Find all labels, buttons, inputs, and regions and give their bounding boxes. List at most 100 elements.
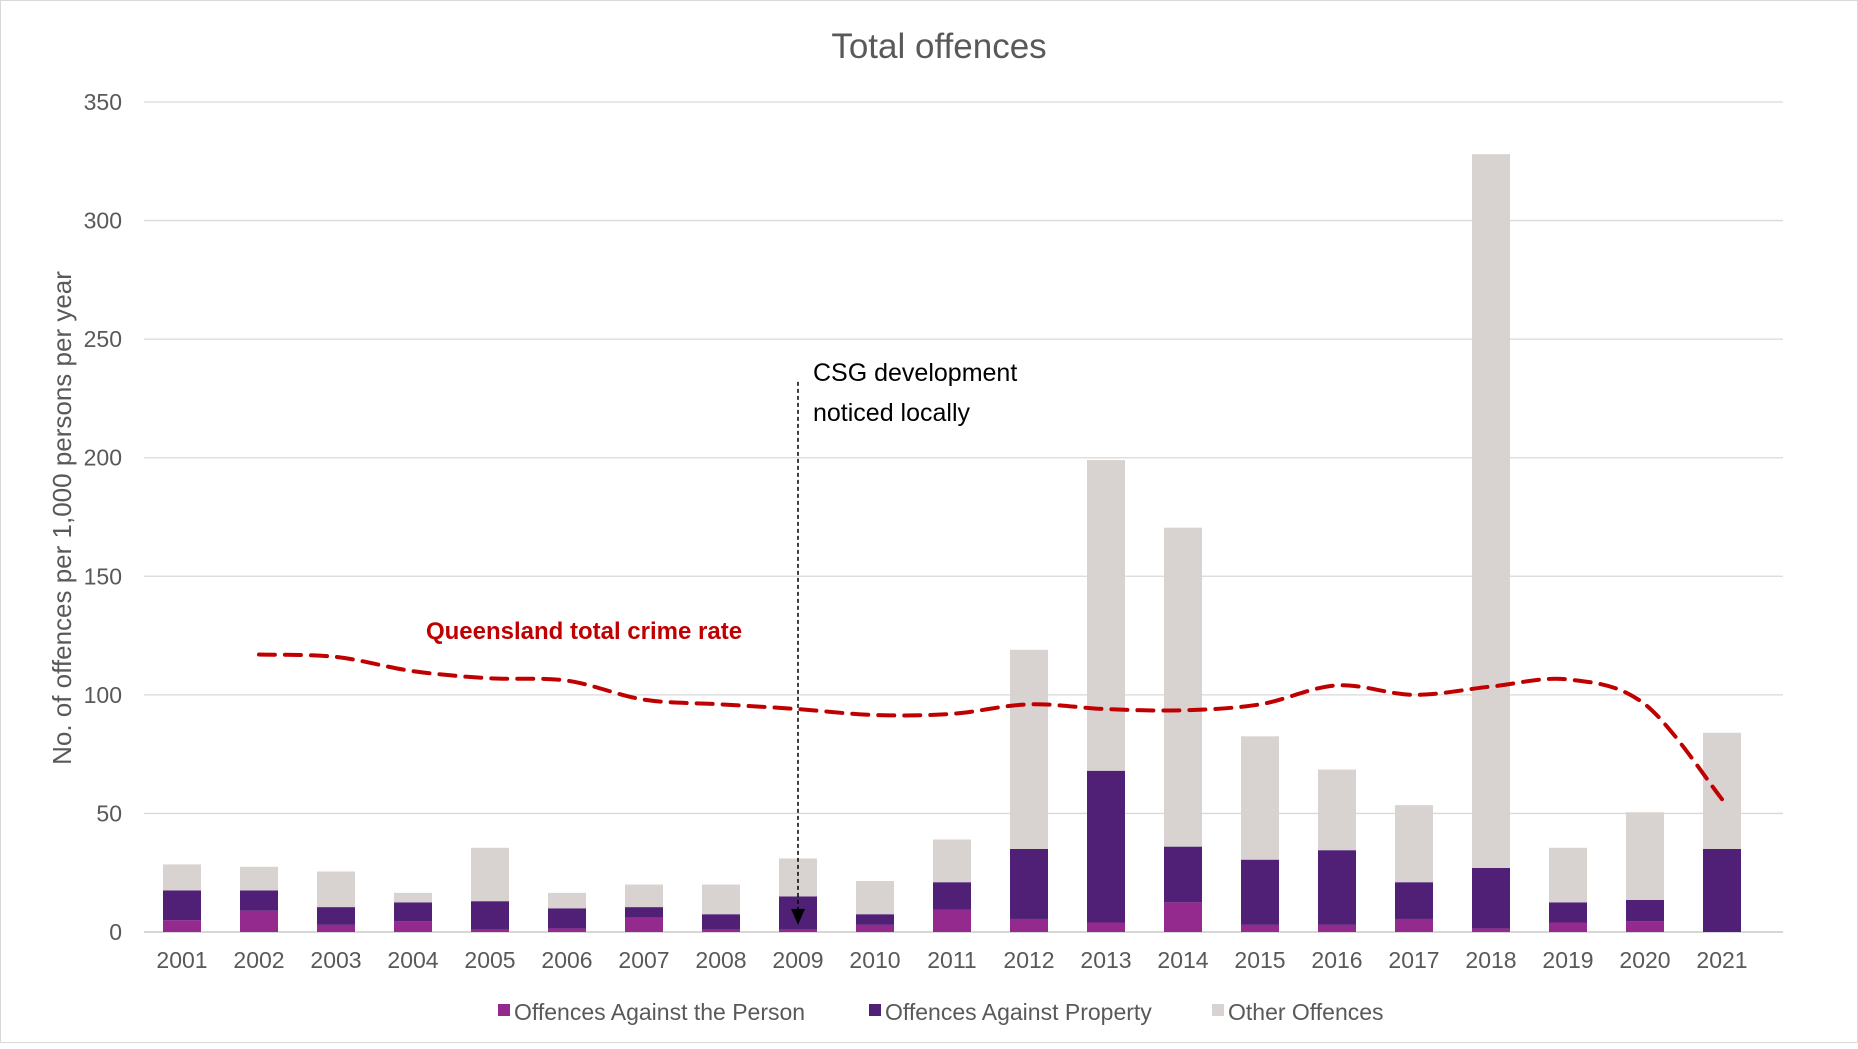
x-tick-label: 2016 — [1311, 947, 1362, 973]
y-tick-label: 0 — [109, 919, 122, 945]
bar-segment-person — [1395, 918, 1433, 932]
x-tick-label: 2018 — [1465, 947, 1516, 973]
annotation-arrowhead — [791, 908, 805, 925]
bar-segment-property — [1472, 867, 1510, 929]
bar-segment-person — [1087, 922, 1125, 932]
x-tick-label: 2012 — [1003, 947, 1054, 973]
y-axis-ticks: 0 50 100 150 200 250 300 350 — [84, 89, 122, 945]
x-tick-label: 2019 — [1542, 947, 1593, 973]
bar-segment-other — [702, 884, 740, 915]
bar-segment-person — [1241, 924, 1279, 932]
bar-segment-person — [1318, 924, 1356, 932]
bar-segment-property — [1318, 850, 1356, 925]
bar-segment-property — [1703, 849, 1741, 932]
bar-segment-person — [625, 917, 663, 932]
x-tick-label: 2013 — [1080, 947, 1131, 973]
legend-label: Other Offences — [1228, 999, 1384, 1025]
x-tick-label: 2005 — [464, 947, 515, 973]
reference-line-label: Queensland total crime rate — [426, 618, 742, 645]
y-tick-label: 200 — [84, 445, 122, 471]
x-tick-label: 2006 — [541, 947, 592, 973]
legend-swatch — [1212, 1004, 1224, 1016]
bar-segment-property — [317, 907, 355, 925]
bar-segment-person — [856, 924, 894, 932]
bar-segment-person — [1010, 918, 1048, 932]
annotation-group: CSG development noticed locally — [791, 359, 1017, 925]
gridlines — [144, 101, 1783, 933]
bar-segment-other — [933, 839, 971, 883]
x-tick-label: 2009 — [772, 947, 823, 973]
bar-segment-person — [1472, 928, 1510, 932]
bar-segment-person — [394, 921, 432, 932]
bar-segment-person — [1626, 921, 1664, 932]
annotation-text: noticed locally — [813, 399, 971, 427]
x-tick-label: 2010 — [849, 947, 900, 973]
x-tick-label: 2007 — [618, 947, 669, 973]
bar-segment-other — [1241, 736, 1279, 860]
x-tick-label: 2004 — [387, 947, 438, 973]
bar-segment-other — [1703, 732, 1741, 849]
bar-segment-person — [240, 910, 278, 932]
bar-segment-other — [856, 881, 894, 915]
bar-segment-person — [1164, 902, 1202, 932]
bars — [163, 154, 1741, 932]
reference-line-group: Queensland total crime rate — [257, 618, 1724, 802]
x-tick-label: 2017 — [1388, 947, 1439, 973]
y-tick-label: 100 — [84, 682, 122, 708]
bar-segment-person — [548, 928, 586, 932]
bar-segment-other — [1472, 154, 1510, 868]
bar-segment-property — [163, 890, 201, 921]
x-tick-label: 2001 — [156, 947, 207, 973]
x-axis-ticks: 2001 2002 2003 2004 2005 2006 2007 2008 2009 2010… — [156, 947, 1747, 973]
bar-segment-other — [1549, 847, 1587, 903]
y-tick-label: 350 — [84, 89, 122, 115]
legend: Offences Against the Person Offences Agai… — [498, 999, 1384, 1025]
x-tick-label: 2015 — [1234, 947, 1285, 973]
x-tick-label: 2002 — [233, 947, 284, 973]
y-tick-label: 150 — [84, 563, 122, 589]
x-tick-label: 2021 — [1696, 947, 1747, 973]
bar-segment-other — [1395, 805, 1433, 883]
annotation-text: CSG development — [813, 359, 1017, 387]
bar-segment-other — [1626, 812, 1664, 900]
bar-segment-property — [1395, 882, 1433, 919]
bar-segment-other — [240, 866, 278, 891]
y-tick-label: 300 — [84, 208, 122, 234]
bar-segment-person — [1549, 922, 1587, 932]
bar-segment-other — [1164, 527, 1202, 847]
bar-segment-property — [856, 914, 894, 925]
bar-segment-other — [394, 892, 432, 903]
bar-segment-other — [1318, 769, 1356, 851]
bar-segment-property — [933, 882, 971, 910]
bar-segment-property — [471, 901, 509, 930]
bar-segment-property — [625, 907, 663, 918]
bar-segment-other — [548, 892, 586, 909]
y-tick-label: 250 — [84, 326, 122, 352]
bar-segment-other — [317, 871, 355, 908]
bar-segment-person — [163, 920, 201, 932]
bar-segment-property — [1164, 846, 1202, 903]
y-axis-label: No. of offences per 1,000 persons per ye… — [47, 271, 77, 765]
bar-segment-person — [933, 909, 971, 932]
bar-segment-property — [240, 890, 278, 911]
legend-label: Offences Against the Person — [514, 999, 805, 1025]
reference-line — [257, 652, 1724, 802]
bar-segment-property — [548, 908, 586, 929]
bar-segment-property — [1549, 902, 1587, 923]
x-tick-label: 2014 — [1157, 947, 1208, 973]
x-tick-label: 2003 — [310, 947, 361, 973]
bar-segment-other — [163, 864, 201, 891]
legend-label: Offences Against Property — [885, 999, 1152, 1025]
bar-segment-person — [779, 929, 817, 932]
bar-segment-property — [1241, 859, 1279, 925]
bar-segment-other — [471, 847, 509, 902]
bar-segment-person — [702, 929, 740, 932]
bar-segment-property — [1087, 770, 1125, 923]
bar-segment-other — [779, 858, 817, 897]
bar-segment-other — [1087, 460, 1125, 771]
bar-segment-person — [471, 929, 509, 932]
bar-segment-property — [394, 902, 432, 922]
x-tick-label: 2020 — [1619, 947, 1670, 973]
